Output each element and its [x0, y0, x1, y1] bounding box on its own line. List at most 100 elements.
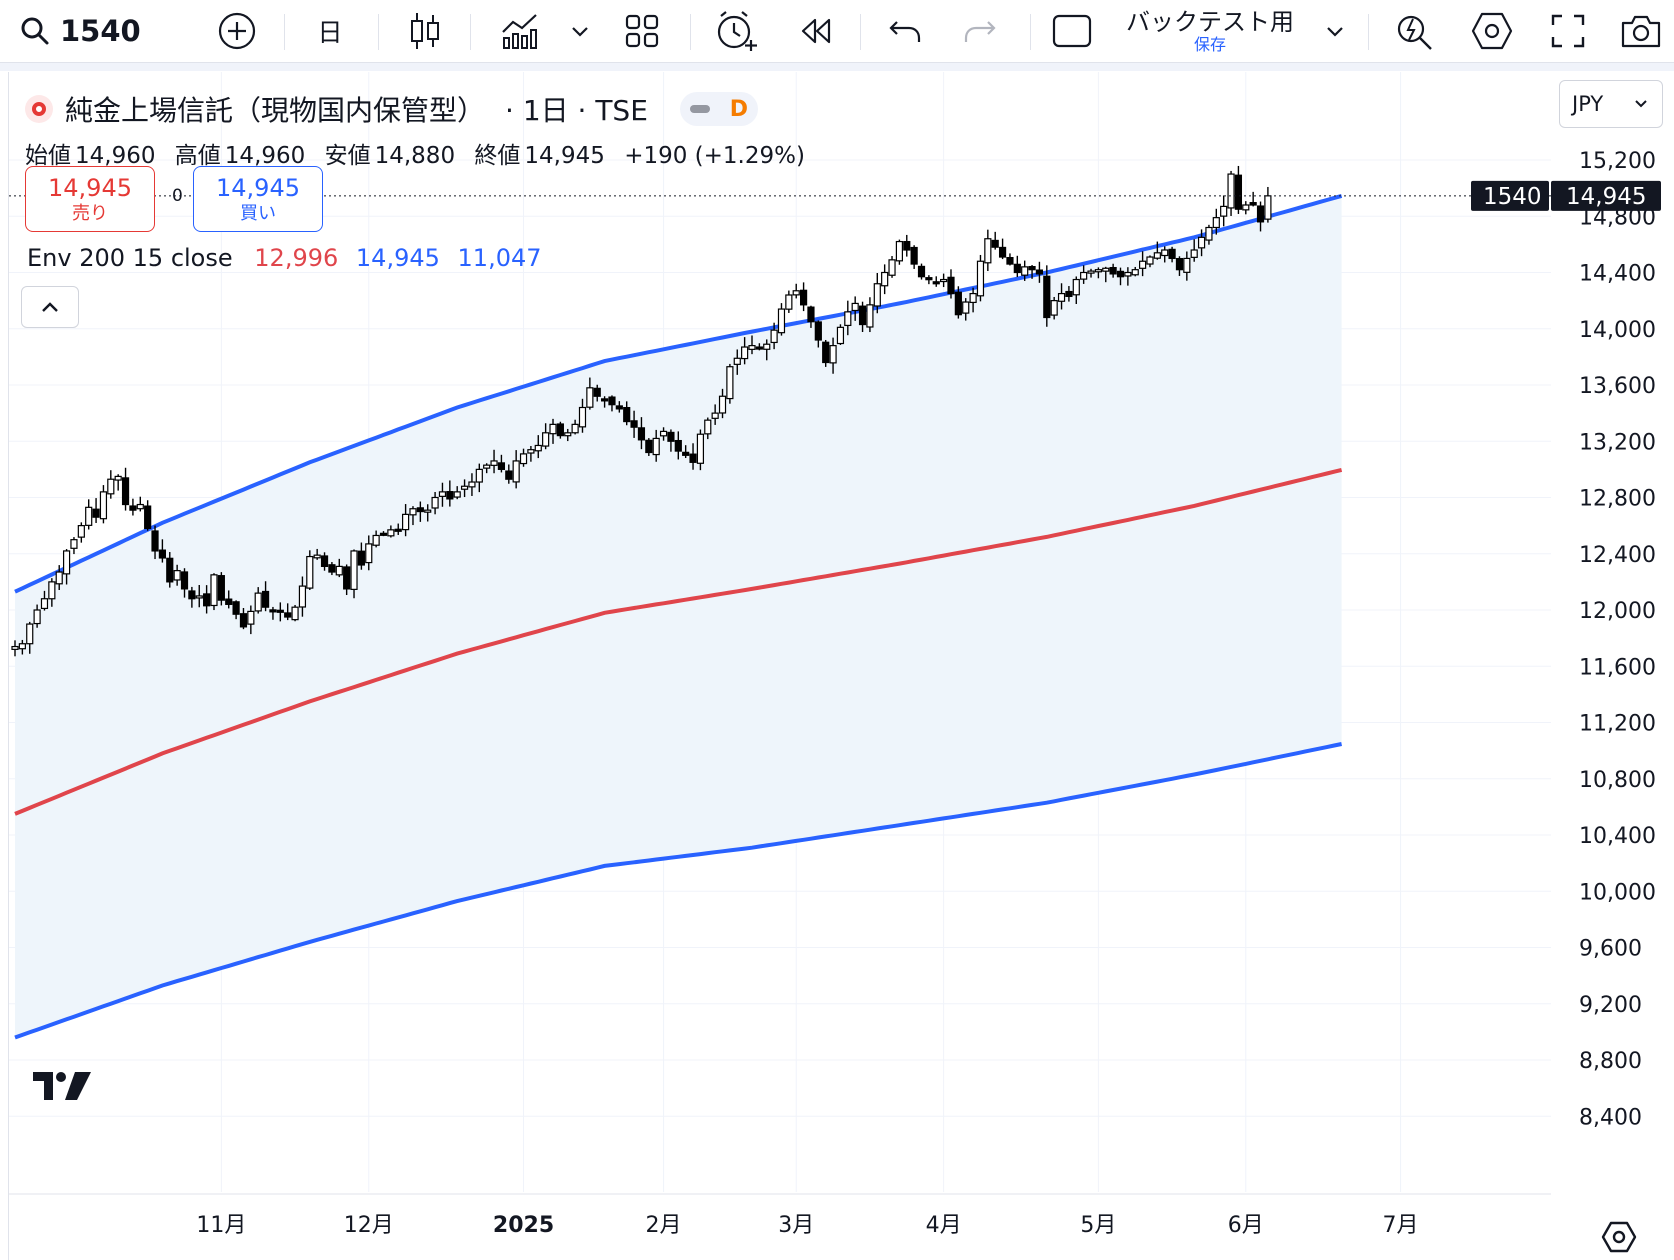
sell-label: 売り [72, 203, 108, 224]
candle-body [402, 513, 410, 531]
settings-button[interactable] [1465, 0, 1519, 62]
collapse-legend-button[interactable] [21, 286, 79, 328]
candle [261, 581, 270, 612]
data-mode-toggle[interactable]: D [679, 92, 758, 126]
candle-body [1264, 195, 1272, 220]
high-label: 高値 [174, 143, 221, 169]
candle [1242, 201, 1250, 215]
indicator-lower-value: 11,047 [457, 244, 542, 272]
candle-body [107, 478, 115, 495]
candle-body [1043, 275, 1051, 319]
candle-body [940, 278, 948, 283]
layout-select-button[interactable] [1050, 0, 1094, 62]
axis-settings-button[interactable] [1601, 1221, 1637, 1253]
redo-button[interactable] [955, 0, 1005, 62]
indicator-legend[interactable]: Env 200 15 close 12,996 14,945 11,047 [27, 244, 542, 272]
candle [600, 396, 609, 408]
candle-body [1065, 290, 1073, 298]
candle [1043, 265, 1051, 327]
candle [328, 562, 336, 576]
candle [468, 473, 476, 496]
alert-button[interactable] [712, 0, 762, 62]
backtest-layout-button[interactable]: バックテスト用 保存 [1110, 0, 1310, 62]
candle [166, 552, 174, 588]
candle [962, 298, 970, 321]
price-axis-label: 9,600 [1579, 937, 1642, 962]
candle [1013, 255, 1021, 278]
candle-body [166, 557, 174, 583]
candle [291, 604, 299, 622]
candle-body [682, 451, 690, 456]
sell-button[interactable]: 14,945 売り [25, 166, 155, 232]
time-axis: 11月 12月 2025 2月 3月 4月 5月 6月 7月 [196, 1213, 1418, 1238]
candle [1080, 265, 1088, 284]
candle-body [858, 305, 867, 326]
candle [881, 264, 889, 295]
layout-dropdown-button[interactable] [1320, 0, 1350, 62]
candle-body [571, 423, 579, 434]
candle-body [203, 593, 211, 607]
candle-body [578, 406, 587, 428]
candle-body [247, 610, 255, 625]
replay-button[interactable] [790, 0, 840, 62]
exchange-logo-icon [25, 95, 53, 123]
search-icon [21, 17, 49, 45]
tradingview-logo[interactable] [31, 1070, 93, 1106]
symbol-search-button[interactable]: 1540 [20, 0, 150, 62]
candle-body [291, 606, 299, 621]
candle-body [659, 430, 668, 437]
replay-icon [801, 18, 831, 44]
screenshot-button[interactable] [1616, 0, 1666, 62]
candle-body [438, 491, 447, 497]
undo-button[interactable] [880, 0, 930, 62]
buy-label: 買い [240, 203, 276, 224]
compare-add-button[interactable] [210, 0, 264, 62]
layout-button[interactable] [620, 0, 664, 62]
candle-body [962, 301, 970, 314]
buy-button[interactable]: 14,945 買い [193, 166, 323, 232]
candle-body [674, 439, 682, 452]
symbol-text: 1540 [60, 14, 141, 48]
candle-body [785, 294, 793, 310]
candle-body [372, 534, 380, 546]
quick-search-button[interactable] [1390, 0, 1440, 62]
chevron-down-icon [572, 27, 588, 37]
candle [954, 286, 962, 319]
currency-select[interactable]: JPY [1559, 80, 1663, 128]
candle-body [1124, 271, 1132, 277]
symbol-title[interactable]: 純金上場信託（現物国内保管型） [65, 94, 486, 127]
candle-body [903, 240, 911, 251]
fullscreen-button[interactable] [1543, 0, 1593, 62]
candle-body [320, 555, 329, 568]
candle-body [512, 460, 520, 483]
candle-body [1116, 270, 1125, 278]
candle-body [519, 453, 528, 465]
candle-body [1168, 248, 1176, 260]
price-axis-label: 13,600 [1579, 374, 1656, 399]
chart-type-button[interactable] [400, 0, 450, 62]
candle-body [733, 357, 741, 365]
candle [866, 297, 874, 333]
candle-body [424, 509, 432, 513]
candle [785, 290, 793, 313]
candle [387, 525, 395, 538]
candle-body [615, 405, 623, 410]
candle [497, 454, 506, 473]
candle [718, 388, 727, 419]
candle [335, 558, 343, 578]
indicators-button[interactable] [495, 0, 545, 62]
templates-dropdown-button[interactable] [565, 0, 595, 62]
time-axis-label: 7月 [1383, 1213, 1419, 1238]
chart-pane[interactable]: 15,200 14,800 14,400 14,000 13,600 13,200 12,8… [8, 72, 1669, 1260]
interval-button[interactable]: 日 [300, 0, 360, 62]
candle-body [807, 306, 815, 323]
candle [483, 463, 491, 474]
candle-body [556, 423, 564, 437]
candle-body [1080, 271, 1088, 280]
candle [1057, 283, 1066, 310]
candle [733, 349, 741, 375]
candle-body [689, 453, 697, 463]
candle [652, 429, 660, 462]
candle-body [409, 508, 417, 516]
candle-body [99, 491, 108, 520]
